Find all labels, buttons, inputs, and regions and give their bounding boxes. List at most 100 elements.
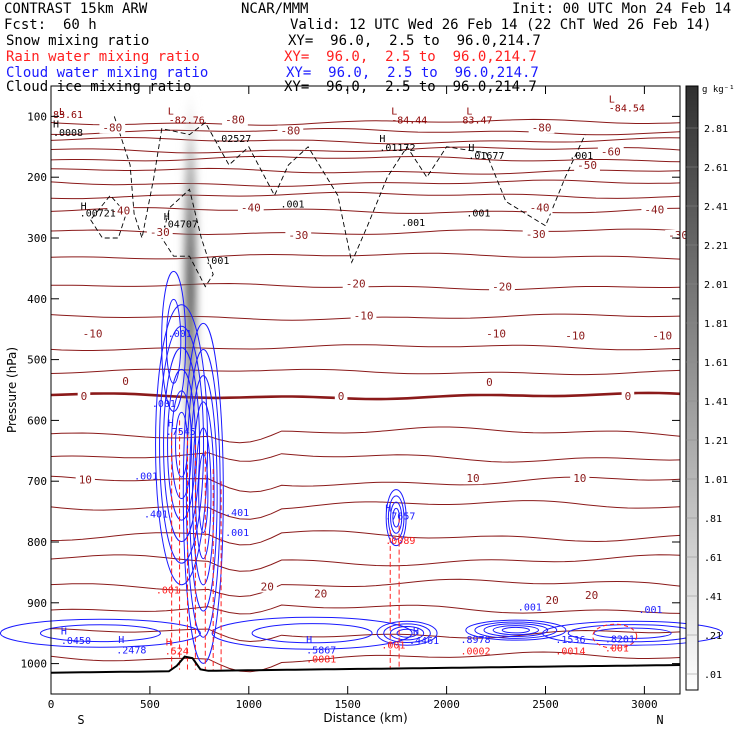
temperature-label-bg bbox=[597, 146, 624, 158]
extrema-label: H bbox=[385, 504, 391, 515]
temperature-label: -10 bbox=[83, 327, 103, 340]
temperature-label: -10 bbox=[354, 309, 374, 322]
colorbar bbox=[685, 85, 699, 691]
temperature-label: -10 bbox=[565, 329, 585, 342]
colorbar-tick-label: .61 bbox=[704, 553, 722, 564]
temperature-label-bg bbox=[463, 473, 483, 485]
extrema-label: .2478 bbox=[116, 645, 146, 656]
y-tick-label: 300 bbox=[27, 232, 47, 245]
extrema-label: .001 bbox=[518, 603, 542, 614]
extrema-label: .7657 bbox=[385, 512, 415, 523]
temperature-label-bg bbox=[222, 114, 248, 126]
extrema-label: -84.44 bbox=[391, 116, 427, 127]
isotherm-line bbox=[50, 500, 681, 520]
extrema-label: .4461 bbox=[409, 636, 439, 647]
colorbar-tick-label: 1.41 bbox=[704, 397, 728, 408]
temperature-label: 0 bbox=[486, 376, 493, 389]
extrema-label: .04707 bbox=[162, 220, 198, 231]
y-tick-label: 800 bbox=[27, 536, 47, 549]
temperature-label: -20 bbox=[492, 281, 512, 294]
colorbar-tick-label: 1.21 bbox=[704, 436, 728, 447]
extrema-label: .001 bbox=[152, 399, 176, 410]
isotherm-line bbox=[50, 344, 681, 351]
field-name-snow: Snow mixing ratio bbox=[6, 33, 150, 49]
valid-time: Valid: 12 UTC Wed 26 Feb 14 (22 ChT Wed … bbox=[290, 17, 712, 33]
extrema-label: .401 bbox=[144, 510, 168, 521]
cloud-water-contour bbox=[383, 623, 431, 644]
extrema-label: H bbox=[61, 626, 67, 637]
temperature-label: 20 bbox=[545, 594, 558, 607]
field-name-rain: Rain water mixing ratio bbox=[6, 49, 200, 65]
temperature-label: 20 bbox=[585, 589, 598, 602]
colorbar-tick-label: .81 bbox=[704, 514, 722, 525]
isotherm-line bbox=[50, 252, 681, 260]
temperature-label-bg bbox=[75, 474, 95, 486]
temperature-label-bg bbox=[77, 391, 91, 403]
extrema-label: H bbox=[379, 134, 385, 145]
extrema-label: .001 bbox=[156, 586, 180, 597]
x-axis-label: Distance (km) bbox=[323, 711, 407, 725]
colorbar-tick-label: 2.61 bbox=[704, 163, 728, 174]
temperature-label: -40 bbox=[530, 202, 550, 215]
colorbar-tick-label: 2.21 bbox=[704, 241, 728, 252]
extrema-label: H bbox=[53, 119, 59, 130]
field-name-cloud-ice: Cloud ice mixing ratio bbox=[6, 79, 192, 95]
temperature-label: -60 bbox=[601, 146, 621, 159]
temperature-label: -40 bbox=[241, 202, 261, 215]
isotherm-line bbox=[50, 118, 681, 126]
field-xy-cloud-water: XY= 96.0, 2.5 to 96.0,214.7 bbox=[286, 65, 539, 81]
temperature-label: 10 bbox=[466, 472, 479, 485]
temperature-label: 0 bbox=[338, 390, 345, 403]
extrema-label: .0014 bbox=[555, 646, 585, 657]
isotherm-line bbox=[50, 554, 681, 572]
isotherm-line bbox=[50, 146, 681, 154]
y-tick-label: 500 bbox=[27, 354, 47, 367]
fcst-label: Fcst: bbox=[4, 17, 47, 33]
temperature-label-bg bbox=[483, 328, 509, 340]
x-tick-label: 0 bbox=[48, 698, 55, 711]
temperature-label: -30 bbox=[526, 228, 546, 241]
temperature-label: 20 bbox=[261, 580, 274, 593]
colorbar-unit: g kg⁻¹ bbox=[702, 85, 735, 95]
temperature-label: -80 bbox=[225, 113, 245, 126]
temperature-label: -20 bbox=[346, 278, 366, 291]
extrema-label: H bbox=[81, 201, 87, 212]
isotherm-line bbox=[50, 391, 681, 401]
temperature-label: -30 bbox=[668, 229, 688, 242]
snow-shading bbox=[180, 76, 201, 497]
temperature-label-bg bbox=[522, 228, 549, 240]
extrema-label: .524 bbox=[165, 646, 189, 657]
cloud-water-contour bbox=[165, 298, 182, 384]
cloud-water-contour bbox=[501, 626, 530, 634]
cloud-water-contour bbox=[542, 620, 724, 646]
isotherm-line bbox=[50, 651, 681, 673]
temperature-label-bg bbox=[649, 330, 676, 342]
isotherm-line bbox=[50, 207, 681, 214]
extrema-label: 83.61 bbox=[53, 110, 83, 121]
temperature-label-bg bbox=[582, 589, 602, 601]
cloud-water-contour bbox=[465, 619, 567, 641]
extrema-label: .001 bbox=[466, 209, 490, 220]
extrema-label: .001 bbox=[280, 200, 304, 211]
field-xy-snow: XY= 96.0, 2.5 to 96.0,214.7 bbox=[288, 33, 541, 49]
temperature-label-bg bbox=[570, 473, 590, 485]
cloud-water-contour bbox=[385, 489, 407, 547]
temperature-label: -40 bbox=[110, 205, 130, 218]
y-tick-label: 700 bbox=[27, 475, 47, 488]
temperature-label-bg bbox=[237, 202, 264, 214]
temperature-label: -40 bbox=[644, 203, 664, 216]
y-tick-label: 600 bbox=[27, 414, 47, 427]
cloud-water-contour bbox=[251, 623, 373, 644]
extrema-label: .5867 bbox=[306, 645, 336, 656]
extrema-label: .02527 bbox=[215, 134, 251, 145]
extrema-label: L bbox=[609, 94, 615, 105]
temperature-label-bg bbox=[621, 391, 635, 403]
extrema-label: H bbox=[164, 212, 170, 223]
cloud-water-contour bbox=[0, 618, 201, 648]
cloud-ice-contour bbox=[90, 194, 127, 239]
temperature-label-bg bbox=[119, 375, 132, 387]
extrema-label: H bbox=[413, 626, 419, 637]
extrema-label: .01172 bbox=[379, 143, 415, 154]
extrema-label: L bbox=[59, 107, 65, 118]
temperature-label: 0 bbox=[81, 390, 88, 403]
